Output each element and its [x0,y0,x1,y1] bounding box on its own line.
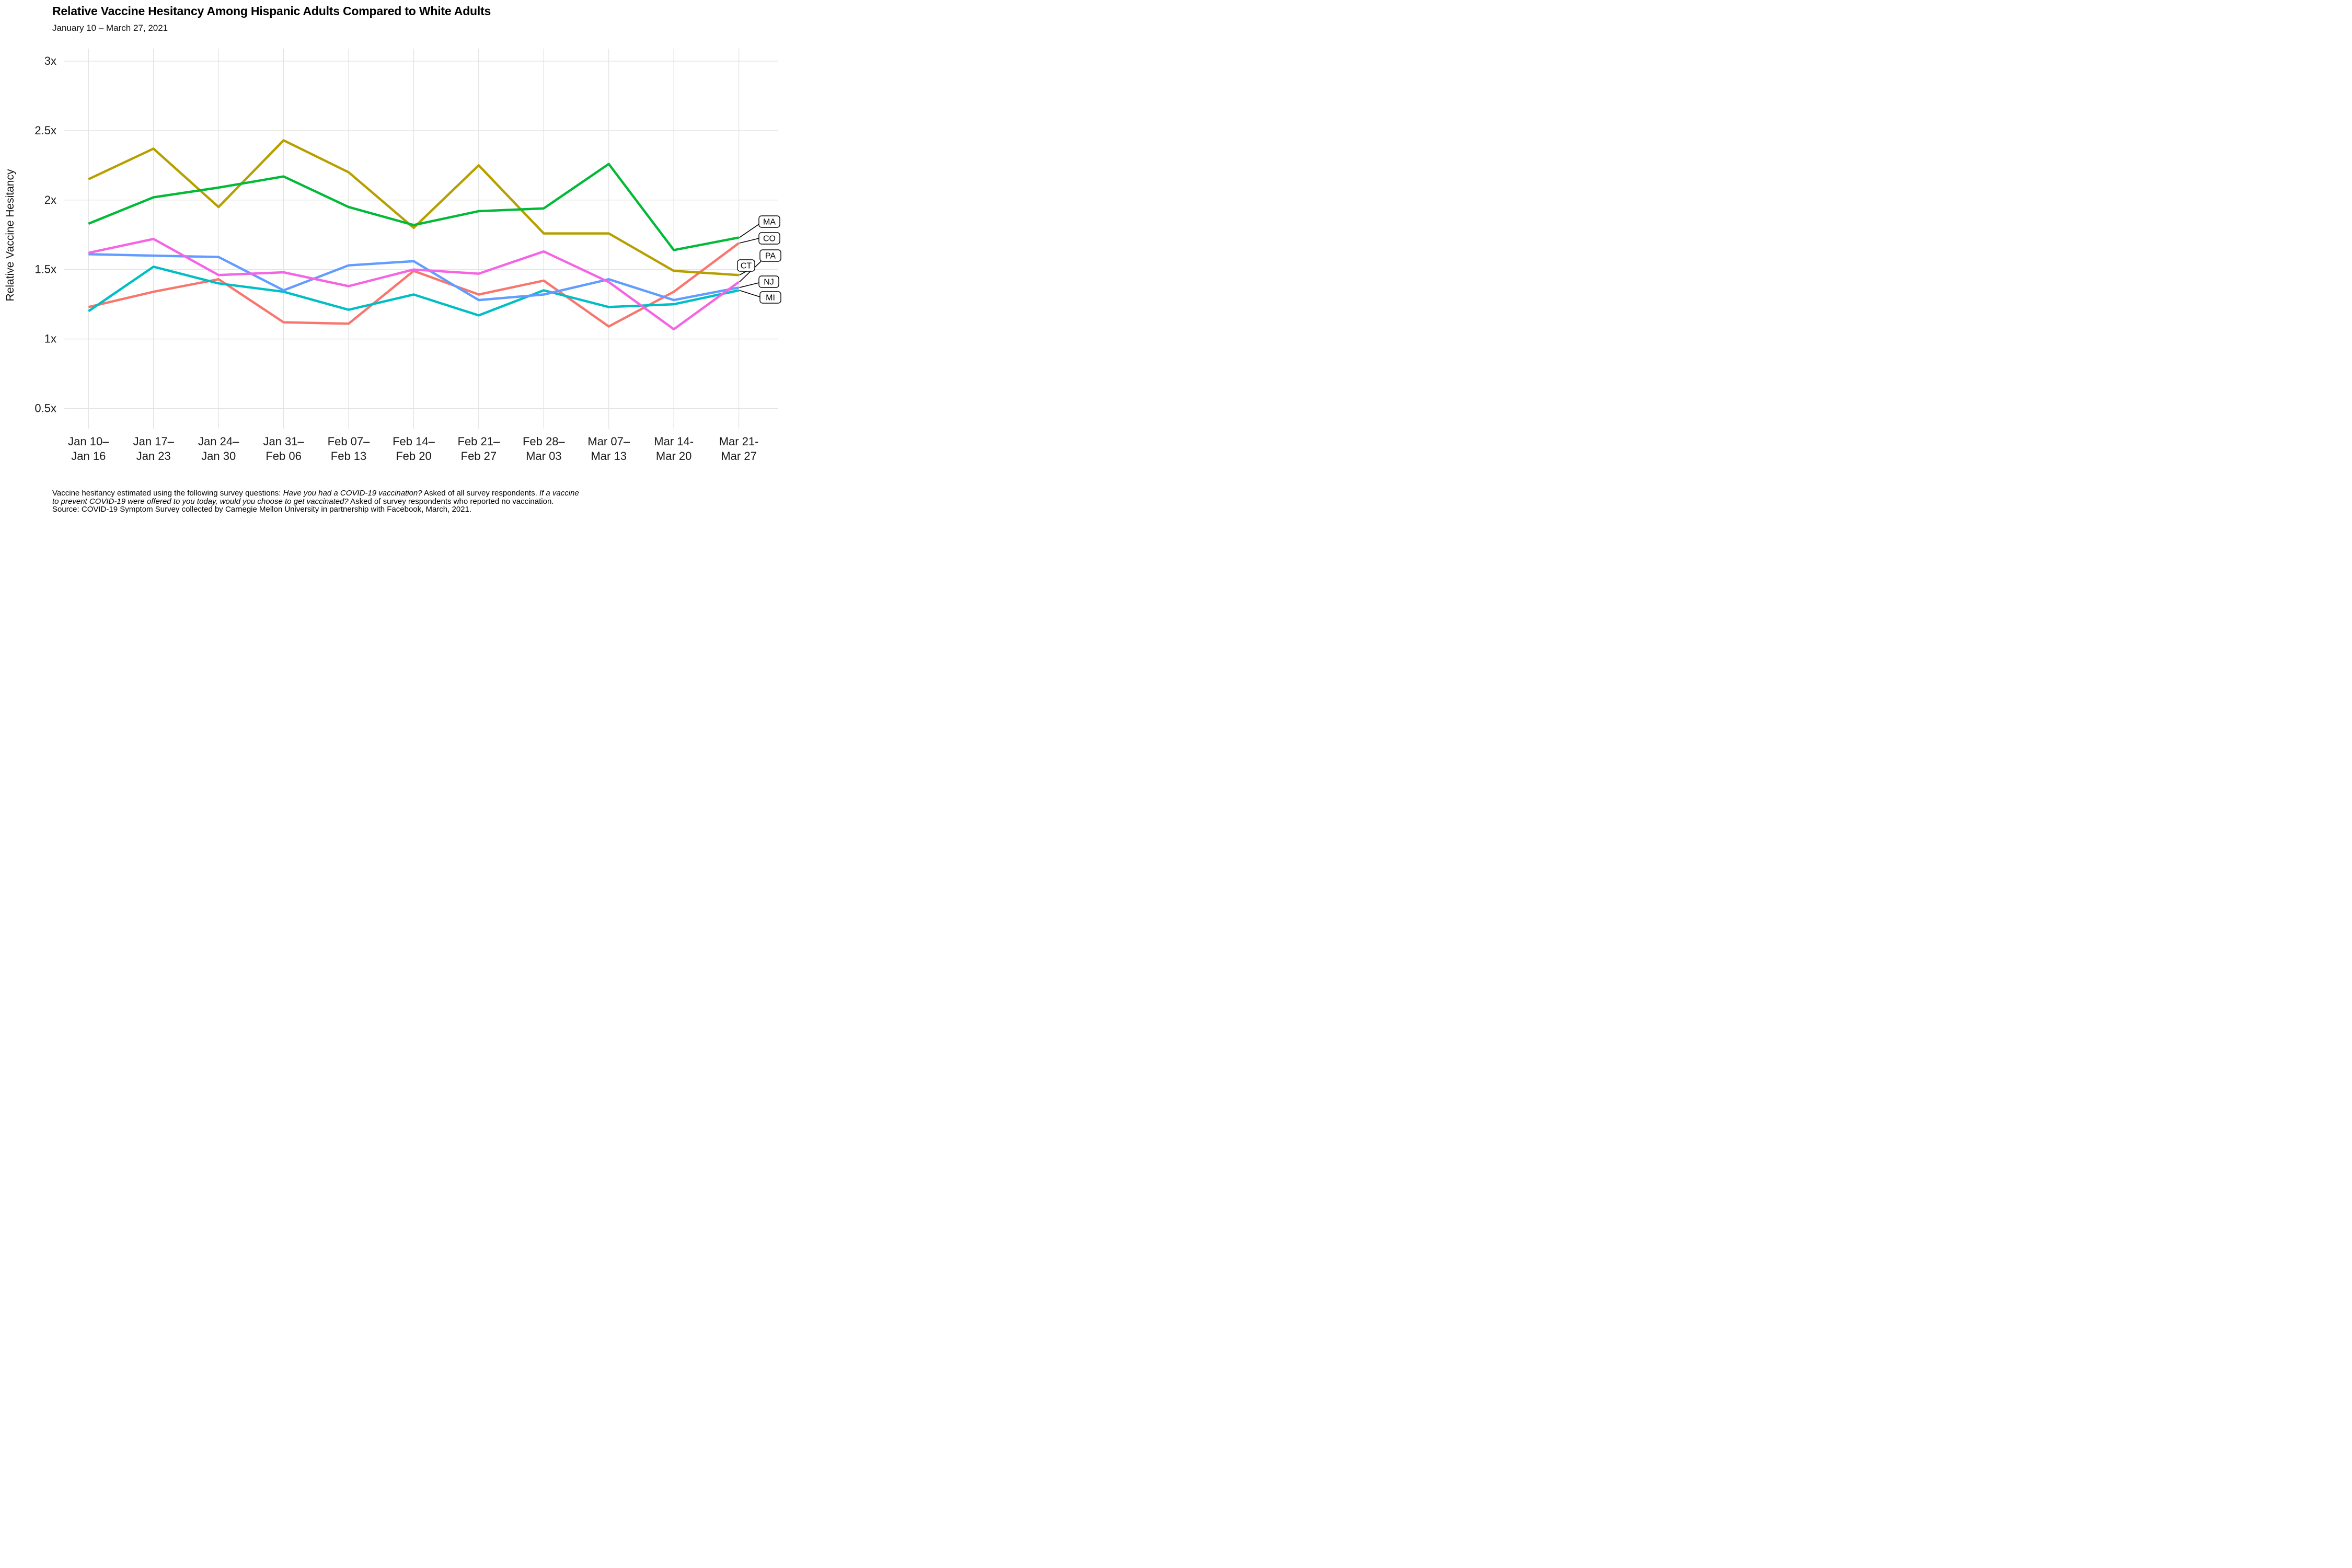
end-label-leader-NJ [739,282,759,288]
footnote-line: Source: COVID-19 Symptom Survey collecte… [52,505,779,514]
x-tick-label: Mar 21- [719,435,759,448]
footnote-segment-italic: If a vaccine [539,489,579,498]
x-tick-label: Feb 27 [461,449,497,463]
series-line-CT [88,139,739,276]
end-label-text-CT: CT [741,262,752,271]
series-line-PA [88,237,740,331]
x-tick-label: Jan 24– [198,435,239,448]
chart-page: 3x 2.5x 2x 1.5x 1x 0.5x Jan 10– Jan 16 Jan 17– Ja… [0,0,784,523]
end-label-leader-MI [739,290,760,297]
end-label-box-CT [737,259,755,272]
x-tick-label: Mar 13 [591,449,626,463]
y-tick-label: 3x [44,54,56,67]
x-tick-label: Feb 20 [396,449,432,463]
x-tick-label: Jan 30 [201,449,236,463]
end-label-text-NJ: NJ [764,278,774,287]
end-label-text-MA: MA [763,218,776,227]
x-tick-label: Feb 13 [331,449,367,463]
series-line-CO [88,242,740,328]
end-label-box-CO [758,232,780,245]
x-tick-label: Feb 14– [393,435,435,448]
series-line-NJ [88,253,740,302]
end-label-box-MI [759,291,781,304]
end-label-box-PA [759,249,781,262]
x-tick-label: Mar 20 [656,449,691,463]
y-axis-title: Relative Vaccine Hesitancy [4,169,16,301]
footnote-segment-italic: to prevent COVID-19 were offered to you … [52,497,349,506]
series-line-MA [88,163,740,251]
chart-title: Relative Vaccine Hesitancy Among Hispani… [52,4,491,18]
y-tick-label: 2.5x [34,124,56,137]
footnote-segment: Asked of survey respondents who reported… [348,497,554,506]
x-tick-label: Feb 28– [523,435,565,448]
end-label-box-MA [758,215,780,228]
series-line-MI [88,266,740,317]
footnote-segment: Source: COVID-19 Symptom Survey collecte… [52,505,472,514]
x-tick-label: Feb 06 [266,449,302,463]
y-tick-label: 2x [44,193,56,206]
footnote-segment-italic: Have you had a COVID-19 vaccination? [283,489,422,498]
footnote-segment: Vaccine hesitancy estimated using the fo… [52,489,283,498]
end-label-text-MI: MI [766,294,775,303]
chart-footnote: Vaccine hesitancy estimated using the fo… [52,489,779,514]
x-tick-label: Mar 07– [587,435,630,448]
x-tick-label: Jan 16 [71,449,106,463]
x-tick-label: Mar 27 [721,449,756,463]
end-label-leader-PA [739,261,762,283]
x-tick-label: Jan 23 [136,449,171,463]
end-label-leader-CO [739,238,759,244]
y-tick-label: 0.5x [34,401,56,414]
footnote-line: to prevent COVID-19 were offered to you … [52,497,779,506]
end-label-box-NJ [758,275,779,288]
end-label-leader-MA [739,224,759,238]
end-label-text-CO: CO [763,235,776,244]
x-tick-label: Jan 10– [68,435,109,448]
x-tick-label: Feb 07– [328,435,370,448]
y-tick-label: 1x [44,332,56,345]
y-tick-label: 1.5x [34,263,56,276]
footnote-segment: Asked of all survey respondents. [422,489,539,498]
end-label-text-PA: PA [765,252,776,261]
end-label-leader-CT [739,271,747,275]
x-tick-label: Jan 17– [133,435,175,448]
x-tick-label: Feb 21– [458,435,500,448]
x-tick-label: Mar 03 [526,449,561,463]
chart-subtitle: January 10 – March 27, 2021 [52,23,168,33]
x-tick-label: Mar 14- [654,435,694,448]
footnote-line: Vaccine hesitancy estimated using the fo… [52,489,779,498]
x-tick-label: Jan 31– [263,435,304,448]
